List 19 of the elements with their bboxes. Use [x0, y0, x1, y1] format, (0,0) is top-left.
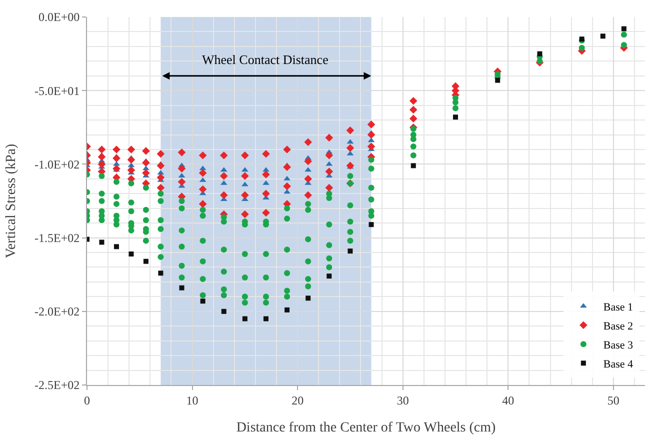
y-tick-label: -5.0E+01: [34, 84, 80, 98]
legend-label: Base 3: [603, 339, 634, 352]
x-tick-label: 20: [292, 393, 304, 408]
band-label: Wheel Contact Distance: [202, 52, 329, 67]
y-tick-label: -2.0E+02: [34, 304, 80, 319]
x-tick-label: 10: [186, 393, 198, 408]
x-tick-label: 30: [396, 393, 409, 408]
y-tick-label: -1.5E+02: [34, 231, 80, 245]
legend-label: Base 4: [603, 358, 634, 370]
y-tick-label: -2.5E+02: [34, 378, 80, 392]
y-axis-title: Vertical Stress (kPa): [4, 144, 20, 258]
x-tick-label: 50: [607, 393, 620, 408]
x-tick-label: 0: [84, 393, 90, 408]
legend-label: Base 1: [603, 301, 634, 314]
legend-label: Base 2: [603, 320, 634, 332]
y-tick-label: 0.0E+00: [38, 10, 80, 24]
y-tick-label: -1.0E+02: [34, 157, 80, 172]
x-tick-label: 40: [502, 393, 514, 408]
x-axis-title: Distance from the Center of Two Wheels (cm): [236, 420, 496, 436]
